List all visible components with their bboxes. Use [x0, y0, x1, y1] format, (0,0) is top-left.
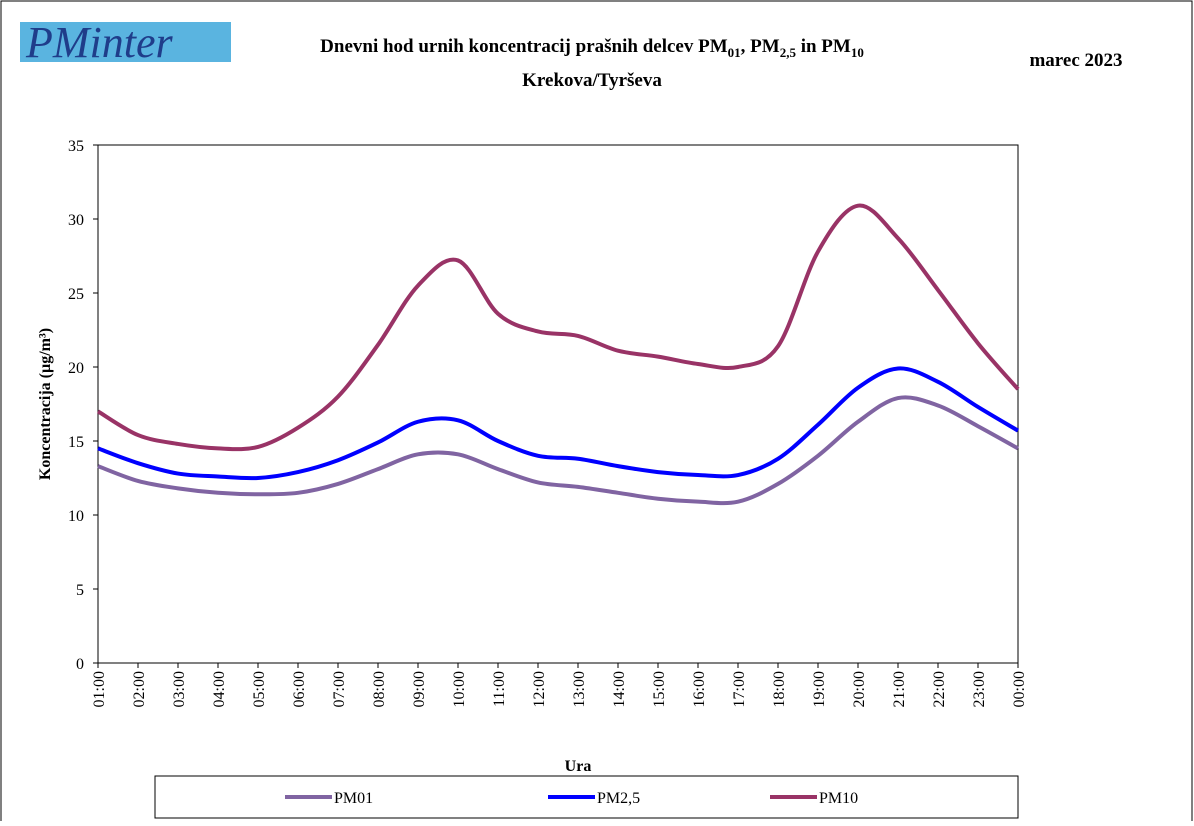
legend-label: PM01	[334, 790, 373, 807]
plot-area	[97, 144, 1019, 664]
x-axis-label: Ura	[565, 758, 592, 775]
chart-subtitle: Krekova/Tyrševa	[522, 70, 662, 91]
x-tick-label: 07:00	[331, 671, 348, 707]
x-tick-label: 03:00	[171, 671, 188, 707]
title-part: Dnevni hod urnih koncentracij prašnih de…	[320, 36, 728, 57]
x-tick-label: 00:00	[1011, 671, 1028, 707]
legend-label: PM10	[819, 790, 858, 807]
x-tick-label: 23:00	[971, 671, 988, 707]
x-tick-label: 21:00	[891, 671, 908, 707]
x-tick-label: 02:00	[131, 671, 148, 707]
x-tick-label: 17:00	[731, 671, 748, 707]
logo-box	[20, 22, 231, 62]
x-tick-label: 05:00	[251, 671, 268, 707]
x-tick-label: 16:00	[691, 671, 708, 707]
y-tick-label: 20	[68, 360, 84, 377]
legend	[154, 775, 1019, 819]
x-tick-label: 22:00	[931, 671, 948, 707]
x-tick-label: 09:00	[411, 671, 428, 707]
x-tick-label: 01:00	[91, 671, 108, 707]
y-tick-label: 30	[68, 212, 84, 229]
title-part: , PM	[741, 36, 780, 57]
chart-title: Dnevni hod urnih koncentracij prašnih de…	[320, 36, 864, 60]
series-line	[96, 203, 1020, 452]
x-tick-label: 18:00	[771, 671, 788, 707]
date: marec 2023	[1029, 50, 1122, 71]
y-tick-label: 0	[76, 656, 84, 673]
title-subscript: 2,5	[780, 45, 797, 60]
title-subscript: 10	[851, 45, 864, 60]
title-subscript: 01	[728, 45, 741, 60]
legend-label: PM2,5	[597, 790, 640, 807]
x-tick-label: 12:00	[531, 671, 548, 707]
title-part: in PM	[796, 36, 851, 57]
series-line	[97, 366, 1020, 481]
logo: PMinter	[25, 18, 174, 67]
x-tick-label: 10:00	[451, 671, 468, 707]
x-tick-label: 15:00	[651, 671, 668, 707]
y-tick-label: 5	[76, 582, 84, 599]
x-tick-label: 08:00	[371, 671, 388, 707]
y-tick-label: 10	[68, 508, 84, 525]
y-axis-label: Koncentracija (µg/m³)	[37, 328, 54, 480]
y-tick-label: 15	[68, 434, 84, 451]
x-tick-label: 06:00	[291, 671, 308, 707]
series-line	[97, 395, 1019, 506]
y-tick-label: 25	[68, 286, 84, 303]
x-tick-label: 19:00	[811, 671, 828, 707]
x-tick-label: 11:00	[491, 671, 508, 707]
x-tick-label: 13:00	[571, 671, 588, 707]
x-tick-label: 04:00	[211, 671, 228, 707]
y-tick-label: 35	[68, 138, 84, 155]
x-tick-label: 20:00	[851, 671, 868, 707]
x-tick-label: 14:00	[611, 671, 628, 707]
